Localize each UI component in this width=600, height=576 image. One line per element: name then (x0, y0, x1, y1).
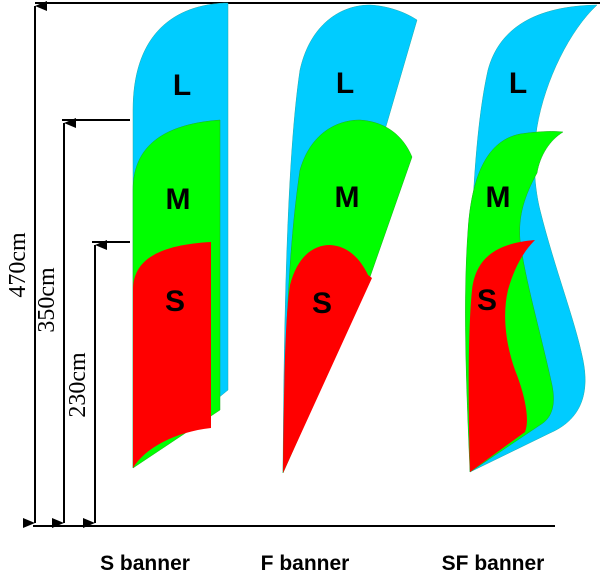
f-banner-small (283, 245, 372, 473)
350-dimension-label: 350cm (34, 267, 60, 333)
sf-banner-small (468, 240, 535, 472)
s-banner-caption: S banner (100, 552, 190, 575)
s-banner-large-label: L (173, 69, 191, 102)
s-banner-group: L M S (132, 2, 229, 469)
f-banner-caption: F banner (261, 552, 350, 575)
f-banner-medium-label: M (335, 181, 360, 214)
f-banner-large-label: L (336, 67, 354, 100)
sf-banner-group: L M S (465, 4, 598, 473)
230-dimension-label: 230cm (65, 352, 91, 418)
sf-banner-caption: SF banner (442, 552, 545, 575)
s-banner-medium-label: M (166, 183, 191, 216)
f-banner-group: L M S (282, 4, 418, 474)
f-banner-small-label: S (312, 287, 332, 320)
s-banner-small (133, 242, 211, 468)
sf-banner-small-label: S (477, 284, 497, 317)
sf-banner-large-label: L (509, 67, 527, 100)
470-dimension-label: 470cm (5, 232, 31, 298)
sf-banner-medium-label: M (486, 181, 511, 214)
s-banner-small-label: S (165, 285, 185, 318)
